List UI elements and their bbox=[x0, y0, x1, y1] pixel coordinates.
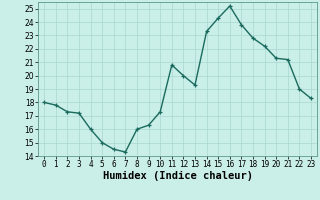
X-axis label: Humidex (Indice chaleur): Humidex (Indice chaleur) bbox=[103, 171, 252, 181]
